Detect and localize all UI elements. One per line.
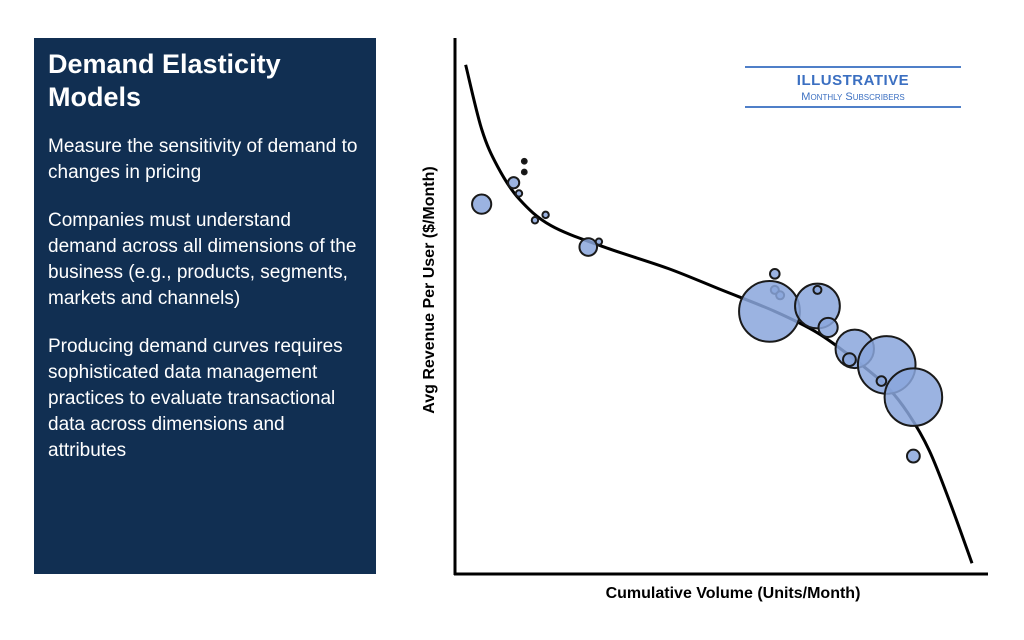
bubble-point-10	[769, 268, 781, 280]
bubble-point-1	[514, 189, 524, 198]
bubble-point-8	[578, 237, 599, 257]
badge-subtitle: Monthly Subscribers	[801, 91, 905, 103]
y-axis-label: Avg Revenue Per User ($/Month)	[421, 166, 438, 414]
panel-paragraph-3: Producing demand curves requires sophist…	[48, 336, 343, 461]
bubble-point-13	[738, 279, 801, 343]
chart-svg	[453, 38, 988, 576]
bubble-point-9	[594, 237, 604, 246]
demand-curve-layer	[464, 64, 974, 564]
demand-chart	[410, 30, 1010, 610]
bubble-point-16	[817, 316, 839, 339]
bubbles-layer	[471, 157, 944, 464]
panel-paragraph-1: Measure the sensitivity of demand to cha…	[48, 136, 358, 183]
bubble-point-21	[883, 367, 944, 427]
bubble-point-6	[530, 216, 540, 225]
bubble-point-18	[842, 352, 857, 368]
illustrative-badge: ILLUSTRATIVE Monthly Subscribers	[745, 66, 961, 108]
bubble-point-2	[471, 193, 493, 215]
description-panel: Demand Elasticity Models Measure the sen…	[34, 38, 376, 574]
bubble-point-5	[507, 176, 521, 190]
bubble-point-4	[520, 157, 528, 165]
panel-title: Demand Elasticity Models	[48, 49, 281, 112]
bubble-point-7	[541, 210, 550, 220]
bubble-point-20	[875, 375, 888, 387]
demand-curve	[464, 64, 974, 564]
bubble-point-22	[905, 448, 921, 464]
panel-paragraph-2: Companies must understand demand across …	[48, 210, 357, 309]
bubble-point-3	[520, 168, 528, 176]
bubble-point-15	[812, 284, 823, 295]
x-axis-label: Cumulative Volume (Units/Month)	[605, 585, 861, 602]
badge-title: ILLUSTRATIVE	[796, 72, 910, 89]
